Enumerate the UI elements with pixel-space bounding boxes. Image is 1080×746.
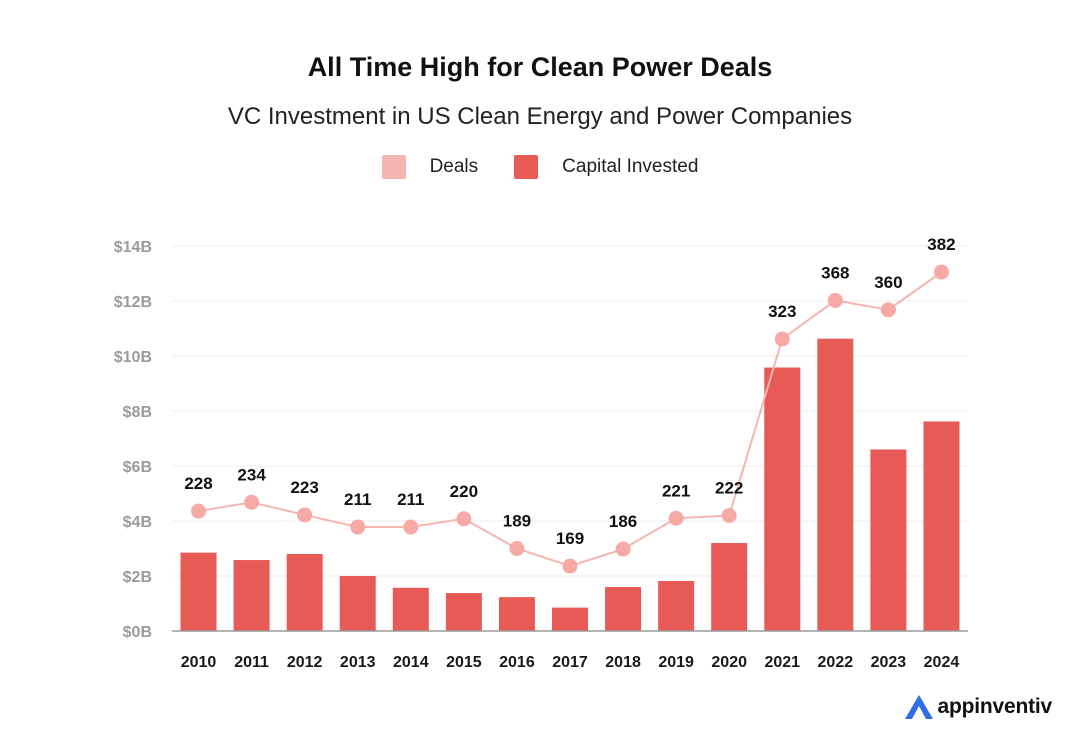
point-deals (191, 503, 207, 519)
x-tick-label: 2017 (552, 654, 588, 671)
data-label-deals: 360 (874, 273, 902, 292)
data-label-deals: 323 (768, 302, 796, 321)
bar-capital-invested (286, 554, 323, 631)
bar-capital-invested (392, 587, 429, 631)
bar-capital-invested (180, 552, 217, 631)
point-deals (880, 302, 896, 318)
legend-swatch-deals (381, 155, 406, 179)
point-deals (933, 264, 949, 280)
bar-capital-invested (764, 367, 801, 631)
data-label-deals: 211 (344, 490, 371, 509)
bar-capital-invested (817, 338, 854, 631)
point-deals (350, 519, 366, 535)
y-tick-label: $8B (123, 404, 152, 421)
data-label-deals: 221 (662, 481, 690, 500)
bar-capital-invested (552, 607, 588, 631)
point-deals (244, 494, 260, 510)
bar-capital-invested (233, 560, 270, 631)
y-tick-label: $6B (123, 459, 152, 476)
bar-capital-invested (445, 593, 482, 631)
y-tick-label: $4B (123, 514, 152, 531)
y-tick-label: $0B (123, 624, 152, 641)
triangle-a-icon (904, 695, 933, 719)
point-deals (668, 510, 684, 526)
legend-label-deals: Deals (429, 156, 479, 177)
legend-label-capital: Capital Invested (562, 156, 699, 177)
x-tick-label: 2013 (340, 654, 376, 671)
x-tick-label: 2018 (605, 654, 641, 671)
data-label-deals: 382 (927, 235, 955, 254)
x-tick-label: 2022 (818, 654, 854, 671)
x-tick-label: 2019 (658, 654, 694, 671)
point-deals (456, 511, 472, 527)
data-label-deals: 223 (290, 478, 318, 497)
x-tick-label: 2010 (181, 654, 217, 671)
y-tick-label: $14B (114, 239, 152, 256)
y-tick-label: $10B (114, 349, 152, 366)
legend: Deals Capital Invested (0, 155, 1080, 179)
x-tick-label: 2011 (234, 654, 269, 671)
legend-swatch-capital (514, 155, 539, 179)
x-tick-label: 2020 (711, 654, 747, 671)
point-deals (297, 507, 313, 523)
data-label-deals: 222 (715, 479, 743, 498)
x-tick-label: 2021 (764, 654, 800, 671)
point-deals (615, 541, 631, 557)
bar-capital-invested (923, 421, 960, 631)
x-tick-label: 2024 (924, 654, 960, 671)
point-deals (721, 508, 737, 523)
bar-capital-invested (339, 576, 376, 631)
bar-capital-invested (605, 587, 642, 631)
x-tick-label: 2023 (871, 654, 907, 671)
bar-capital-invested (658, 580, 695, 631)
x-tick-label: 2014 (393, 654, 429, 671)
logo-text: appinventiv (937, 695, 1053, 718)
brand-logo: appinventiv (904, 694, 1053, 720)
point-deals (562, 558, 578, 574)
chart-subtitle: VC Investment in US Clean Energy and Pow… (227, 103, 853, 130)
legend-item-deals: Deals (381, 155, 479, 179)
data-label-deals: 186 (609, 512, 637, 531)
x-tick-label: 2015 (446, 654, 482, 671)
data-label-deals: 228 (184, 474, 212, 493)
bar-capital-invested (498, 597, 535, 631)
point-deals (509, 541, 525, 556)
data-label-deals: 169 (556, 529, 584, 548)
data-label-deals: 220 (450, 482, 478, 501)
bar-capital-invested (870, 449, 907, 631)
x-tick-label: 2016 (499, 654, 535, 671)
data-label-deals: 211 (397, 490, 424, 509)
x-tick-label: 2012 (287, 654, 323, 671)
y-tick-label: $2B (123, 569, 152, 586)
data-label-deals: 368 (821, 263, 849, 282)
point-deals (403, 519, 419, 535)
y-tick-label: $12B (114, 294, 152, 311)
data-label-deals: 189 (503, 512, 531, 531)
data-label-deals: 234 (237, 465, 266, 484)
legend-item-capital: Capital Invested (514, 155, 698, 179)
point-deals (774, 331, 790, 347)
bar-capital-invested (711, 543, 748, 631)
chart-title: All Time High for Clean Power Deals (307, 52, 773, 82)
point-deals (827, 292, 843, 308)
